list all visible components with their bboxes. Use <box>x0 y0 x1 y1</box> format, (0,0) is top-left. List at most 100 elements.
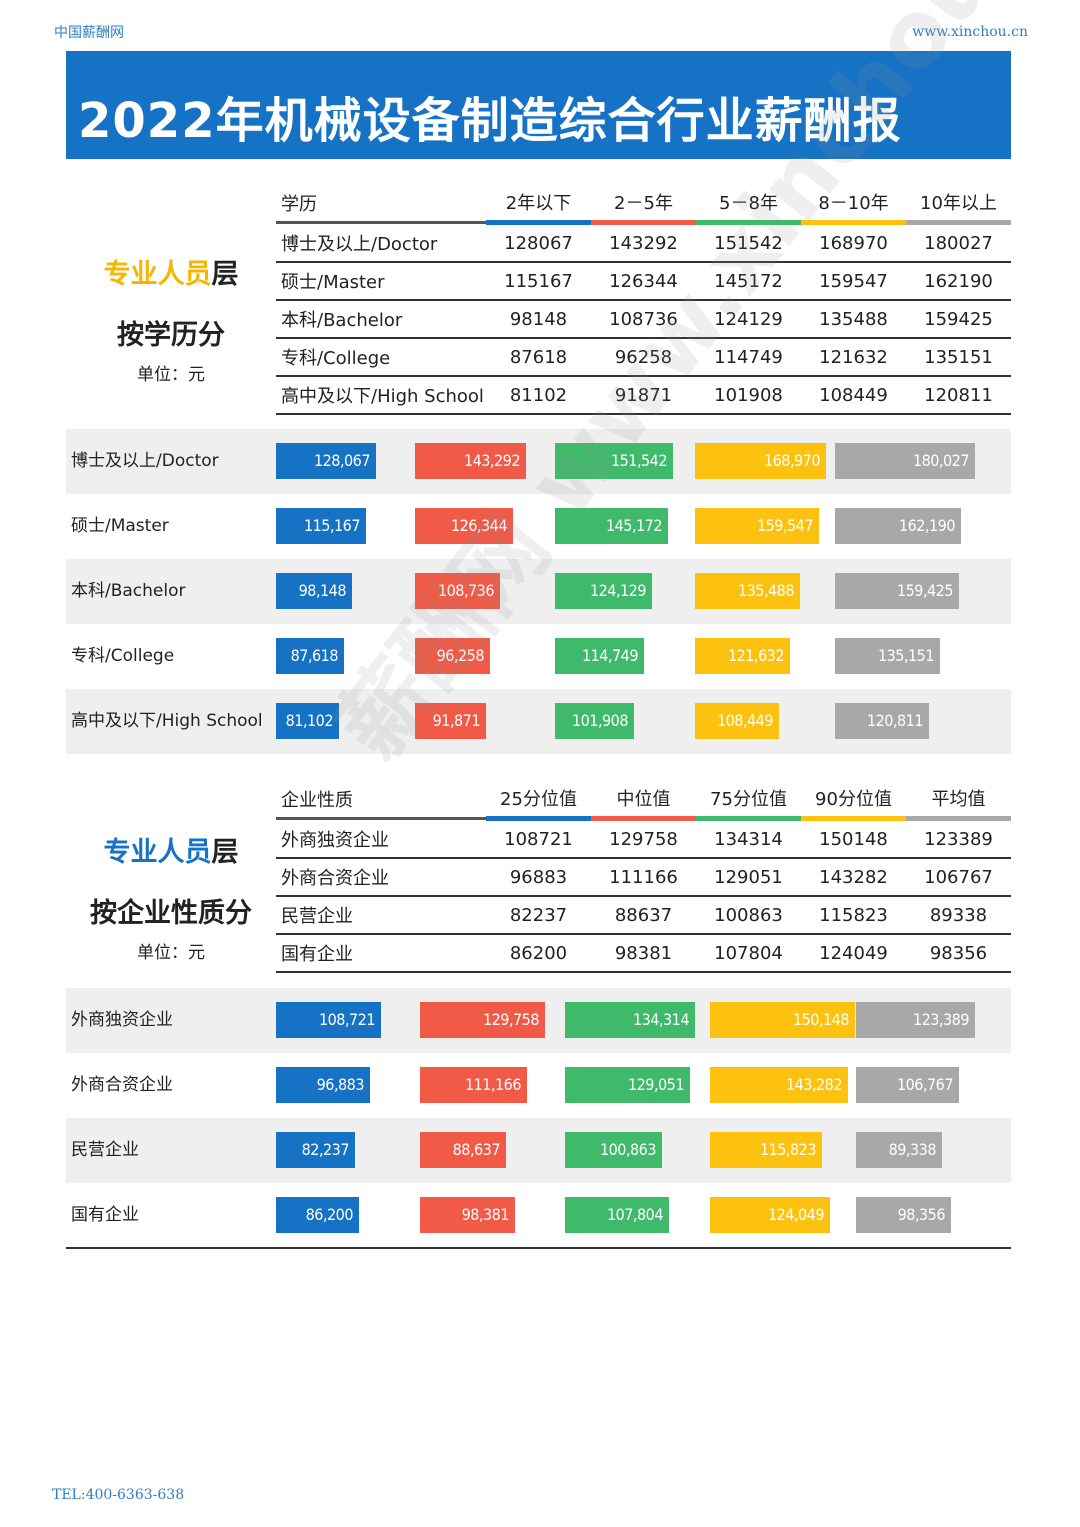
table-cell: 98356 <box>906 934 1011 973</box>
table-row: 民营企业 82237 88637 100863 115823 89338 <box>276 896 1011 935</box>
education-salary-table: 学历 2年以下 2－5年 5－8年 8－10年 10年以上 博士及以上/Doctor 128… <box>276 184 1011 415</box>
bar-row: 高中及以下/High School 81,102 91,871 101,908 108,… <box>66 689 1011 754</box>
table-row: 硕士/Master 115167 126344 145172 159547 162190 <box>276 262 1011 301</box>
table-cell: 96258 <box>591 338 696 377</box>
table-cell: 96883 <box>486 858 591 897</box>
table-cell: 123389 <box>906 818 1011 859</box>
bar: 159,425 <box>835 573 959 609</box>
section1-label-tail: 层 <box>211 259 239 290</box>
bar: 129,758 <box>420 1002 545 1038</box>
bar: 159,547 <box>695 508 819 544</box>
table-cell: 121632 <box>801 338 906 377</box>
table-cell: 82237 <box>486 896 591 935</box>
bar-category-label: 硕士/Master <box>71 516 169 536</box>
table-cell: 89338 <box>906 896 1011 935</box>
table-cell: 115167 <box>486 262 591 301</box>
table-cell: 101908 <box>696 376 801 415</box>
title-banner: 2022年机械设备制造综合行业薪酬报 <box>66 51 1011 159</box>
table-header-category: 学历 <box>276 184 486 224</box>
table-header-col: 10年以上 <box>906 184 1011 225</box>
bar: 91,871 <box>415 703 486 739</box>
table-cell: 126344 <box>591 262 696 301</box>
table-row: 高中及以下/High School 81102 91871 101908 108449 1… <box>276 376 1011 415</box>
table-row-label: 国有企业 <box>276 934 486 973</box>
table-cell: 135488 <box>801 300 906 339</box>
table-row-label: 外商合资企业 <box>276 858 486 897</box>
bar: 89,338 <box>856 1132 942 1168</box>
bar: 126,344 <box>415 508 513 544</box>
table-cell: 114749 <box>696 338 801 377</box>
bar: 168,970 <box>695 443 826 479</box>
enterprise-salary-table: 企业性质 25分位值 中位值 75分位值 90分位值 平均值 外商独资企业 108721 12… <box>276 780 1011 973</box>
bar: 101,908 <box>555 703 634 739</box>
bar: 121,632 <box>695 638 790 674</box>
table-header-col: 25分位值 <box>486 780 591 821</box>
section2-label-line2: 按企业性质分 <box>90 898 252 929</box>
bar: 151,542 <box>555 443 673 479</box>
bar: 111,166 <box>420 1067 527 1103</box>
table-cell: 159547 <box>801 262 906 301</box>
bar: 162,190 <box>835 508 961 544</box>
bar: 96,258 <box>415 638 490 674</box>
bar: 88,637 <box>420 1132 506 1168</box>
table-cell: 108721 <box>486 818 591 859</box>
table-cell: 100863 <box>696 896 801 935</box>
bar: 100,863 <box>565 1132 662 1168</box>
bar: 124,049 <box>710 1197 830 1233</box>
section2-label-highlight: 专业人员 <box>103 837 212 868</box>
education-bar-chart: 博士及以上/Doctor 128,067 143,292 151,542 168,970… <box>66 429 1011 754</box>
bar: 107,804 <box>565 1197 669 1233</box>
bar: 82,237 <box>276 1132 355 1168</box>
bar: 106,767 <box>856 1067 959 1103</box>
bar: 129,051 <box>565 1067 690 1103</box>
bar: 124,129 <box>555 573 652 609</box>
table-header-row: 企业性质 25分位值 中位值 75分位值 90分位值 平均值 <box>276 780 1011 821</box>
table-cell: 124129 <box>696 300 801 339</box>
section1-unit: 单位：元 <box>137 365 205 385</box>
table-cell: 111166 <box>591 858 696 897</box>
bar: 98,356 <box>856 1197 951 1233</box>
table-cell: 162190 <box>906 262 1011 301</box>
bar: 120,811 <box>835 703 929 739</box>
bar-row: 民营企业 82,237 88,637 100,863 115,823 89,338 <box>66 1118 1011 1183</box>
section2-label: 专业人员层 按企业性质分 单位：元 <box>66 830 276 963</box>
table-row-label: 高中及以下/High School <box>276 376 486 415</box>
page-title: 2022年机械设备制造综合行业薪酬报 <box>78 93 902 149</box>
section1-label-line2: 按学历分 <box>117 320 225 351</box>
bar: 115,823 <box>710 1132 822 1168</box>
table-cell: 143282 <box>801 858 906 897</box>
bar-category-label: 国有企业 <box>71 1205 139 1225</box>
section2-label-tail: 层 <box>211 837 239 868</box>
bar: 108,721 <box>276 1002 381 1038</box>
table-header-col: 2－5年 <box>591 184 696 225</box>
table-cell: 159425 <box>906 300 1011 339</box>
section1-label-highlight: 专业人员 <box>103 259 212 290</box>
bar-category-label: 博士及以上/Doctor <box>71 451 219 471</box>
table-cell: 81102 <box>486 376 591 415</box>
bar-row: 外商独资企业 108,721 129,758 134,314 150,148 123,38… <box>66 988 1011 1053</box>
bar: 96,883 <box>276 1067 370 1103</box>
bar: 123,389 <box>856 1002 975 1038</box>
table-header-col: 2年以下 <box>486 184 591 225</box>
table-cell: 91871 <box>591 376 696 415</box>
table-cell: 180027 <box>906 222 1011 263</box>
table-cell: 168970 <box>801 222 906 263</box>
table-header-col: 75分位值 <box>696 780 801 821</box>
bar: 114,749 <box>555 638 644 674</box>
table-cell: 87618 <box>486 338 591 377</box>
bar-category-label: 外商合资企业 <box>71 1075 173 1095</box>
table-cell: 129051 <box>696 858 801 897</box>
table-row: 本科/Bachelor 98148 108736 124129 135488 159425 <box>276 300 1011 339</box>
table-row: 博士及以上/Doctor 128067 143292 151542 168970 1800… <box>276 222 1011 263</box>
section1-label: 专业人员层 按学历分 单位：元 <box>66 252 276 385</box>
table-cell: 108736 <box>591 300 696 339</box>
table-row-label: 外商独资企业 <box>276 818 486 859</box>
site-url[interactable]: www.xinchou.cn <box>912 24 1028 40</box>
table-row-label: 博士及以上/Doctor <box>276 222 486 263</box>
table-cell: 107804 <box>696 934 801 973</box>
bar: 180,027 <box>835 443 975 479</box>
table-row-label: 本科/Bachelor <box>276 300 486 339</box>
bar-row: 国有企业 86,200 98,381 107,804 124,049 98,356 <box>66 1183 1011 1248</box>
bar-category-label: 民营企业 <box>71 1140 139 1160</box>
bar-row: 硕士/Master 115,167 126,344 145,172 159,547 162… <box>66 494 1011 559</box>
